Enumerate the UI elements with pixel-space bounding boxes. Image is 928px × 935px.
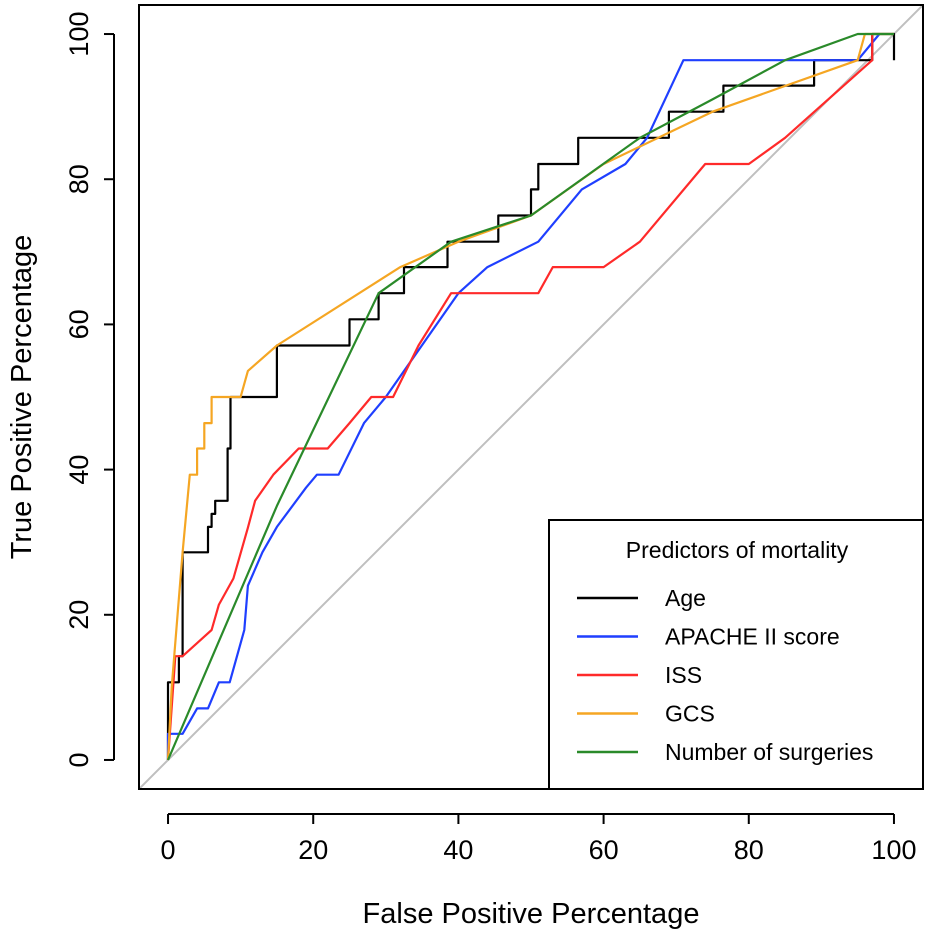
- legend-box: [548, 519, 924, 790]
- legend-label: GCS: [665, 701, 715, 727]
- series-line-iss: [166, 34, 874, 761]
- x-tick-label: 40: [443, 835, 473, 865]
- y-tick-label: 100: [64, 12, 94, 57]
- plot-frame: [138, 4, 924, 790]
- x-axis-label: False Positive Percentage: [363, 898, 700, 930]
- reference-line: [139, 5, 923, 789]
- x-tick-label: 0: [161, 835, 176, 865]
- series-line-apache-ii-score: [166, 33, 881, 760]
- series-line-gcs: [166, 32, 894, 761]
- series-line-number-of-surgeries: [166, 32, 894, 761]
- y-axis-label: True Positive Percentage: [6, 235, 38, 560]
- x-axis: 0 20 40 60 80 100: [161, 813, 916, 865]
- x-tick-label: 20: [298, 835, 328, 865]
- y-axis: 0 20 40 60 80 100: [64, 12, 115, 767]
- x-tick-label: 60: [589, 835, 619, 865]
- y-tick-label: 40: [64, 455, 94, 485]
- x-tick-label: 100: [871, 835, 916, 865]
- legend-label: ISS: [665, 662, 702, 688]
- legend-label: Age: [665, 585, 706, 611]
- legend-label: APACHE II score: [665, 624, 840, 650]
- legend-label: Number of surgeries: [665, 739, 873, 765]
- reference-diagonal: [139, 5, 923, 789]
- y-tick-label: 20: [64, 600, 94, 630]
- y-tick-label: 60: [64, 309, 94, 339]
- y-tick-label: 0: [64, 752, 94, 767]
- legend-title: Predictors of mortality: [626, 537, 849, 563]
- x-tick-label: 80: [734, 835, 764, 865]
- series-lines: [166, 32, 896, 761]
- legend-entries: Age APACHE II score ISS GCS Number of surger…: [577, 585, 873, 765]
- y-tick-label: 80: [64, 164, 94, 194]
- legend: Predictors of mortality Age APACHE II sco…: [548, 519, 924, 790]
